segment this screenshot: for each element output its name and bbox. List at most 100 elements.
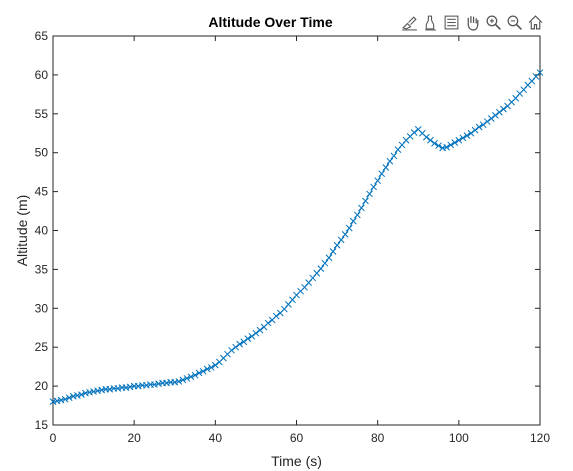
axes-box bbox=[52, 35, 541, 426]
data-point-marker bbox=[390, 152, 398, 160]
data-point-marker bbox=[252, 329, 260, 337]
data-point-marker bbox=[439, 144, 446, 152]
data-point-marker bbox=[69, 392, 77, 400]
data-point-marker bbox=[236, 340, 244, 348]
y-tick-label: 45 bbox=[35, 185, 49, 199]
data-point-marker bbox=[195, 369, 203, 377]
data-point-marker bbox=[49, 398, 57, 406]
data-point-marker bbox=[179, 376, 187, 384]
data-point-marker bbox=[475, 123, 483, 131]
data-point-marker bbox=[155, 380, 162, 388]
data-point-marker bbox=[536, 69, 544, 76]
data-point-marker bbox=[500, 105, 507, 113]
x-tick-label: 60 bbox=[290, 431, 304, 445]
data-point-marker bbox=[65, 394, 73, 402]
data-point-marker bbox=[240, 338, 248, 346]
data-point-marker bbox=[78, 391, 85, 399]
data-point-marker bbox=[207, 364, 215, 371]
data-point-marker bbox=[163, 379, 170, 387]
data-point-marker bbox=[463, 132, 471, 139]
x-axis-ticks: 0 20 40 60 80 100 120 bbox=[50, 36, 550, 445]
pan-hand-icon[interactable] bbox=[463, 12, 482, 32]
y-axis-ticks: 15 20 25 30 35 40 45 50 55 60 65 bbox=[35, 29, 540, 432]
series-layer bbox=[49, 69, 544, 406]
data-point-marker bbox=[362, 197, 369, 205]
x-tick-label: 100 bbox=[449, 431, 469, 445]
data-point-marker bbox=[151, 381, 158, 388]
data-point-marker bbox=[94, 387, 101, 395]
data-point-marker bbox=[134, 382, 142, 390]
data-point-marker bbox=[272, 312, 280, 320]
data-point-marker bbox=[329, 248, 337, 255]
data-point-marker bbox=[244, 335, 252, 342]
data-point-marker bbox=[228, 346, 235, 354]
data-point-marker bbox=[126, 383, 134, 391]
data-point-marker bbox=[496, 108, 503, 116]
data-point-marker bbox=[175, 378, 183, 385]
data-point-marker bbox=[354, 211, 361, 219]
x-axis-label: Time (s) bbox=[271, 453, 322, 469]
data-point-marker bbox=[492, 112, 499, 119]
data-point-marker bbox=[203, 365, 211, 373]
y-tick-label: 60 bbox=[35, 68, 49, 82]
data-point-marker bbox=[447, 141, 455, 149]
data-point-marker bbox=[106, 385, 114, 393]
legend-icon[interactable] bbox=[442, 12, 461, 32]
data-point-marker bbox=[341, 231, 349, 238]
data-point-marker bbox=[431, 140, 438, 147]
data-point-marker bbox=[345, 224, 353, 232]
data-point-marker bbox=[349, 217, 357, 225]
y-tick-label: 65 bbox=[35, 29, 49, 43]
zoom-in-icon[interactable] bbox=[484, 12, 503, 32]
data-point-marker bbox=[211, 361, 219, 369]
x-tick-label: 40 bbox=[209, 431, 223, 445]
y-tick-label: 55 bbox=[35, 107, 49, 121]
data-tips-icon[interactable] bbox=[421, 12, 440, 32]
data-point-marker bbox=[82, 389, 89, 397]
data-point-marker bbox=[467, 129, 475, 137]
data-point-marker bbox=[443, 143, 451, 151]
data-point-marker bbox=[378, 170, 386, 178]
data-point-marker bbox=[483, 118, 491, 125]
data-point-marker bbox=[479, 121, 487, 129]
data-point-marker bbox=[487, 115, 495, 122]
data-point-marker bbox=[455, 136, 463, 144]
data-point-marker bbox=[370, 183, 377, 191]
axes-toolbar bbox=[400, 12, 545, 32]
data-point-marker bbox=[386, 157, 394, 165]
data-point-marker bbox=[256, 326, 264, 334]
y-tick-label: 40 bbox=[35, 224, 49, 238]
data-point-marker bbox=[471, 126, 479, 134]
data-point-marker bbox=[358, 204, 365, 212]
data-point-marker bbox=[374, 177, 382, 185]
zoom-out-icon[interactable] bbox=[505, 12, 524, 32]
x-tick-label: 20 bbox=[127, 431, 141, 445]
data-point-marker bbox=[423, 133, 430, 141]
data-point-marker bbox=[459, 134, 467, 142]
data-point-marker bbox=[191, 371, 199, 379]
data-point-marker bbox=[90, 388, 97, 395]
data-point-marker bbox=[142, 381, 150, 389]
data-point-marker bbox=[114, 385, 122, 392]
data-point-marker bbox=[325, 254, 333, 262]
data-point-marker bbox=[248, 332, 256, 340]
data-point-marker bbox=[427, 136, 434, 144]
y-axis-label: Altitude (m) bbox=[14, 195, 30, 267]
y-tick-label: 50 bbox=[35, 146, 49, 160]
data-point-marker bbox=[382, 164, 390, 171]
data-point-marker bbox=[199, 367, 207, 375]
data-point-marker bbox=[187, 373, 195, 381]
y-tick-label: 25 bbox=[35, 340, 49, 354]
home-icon[interactable] bbox=[526, 12, 545, 32]
data-point-marker bbox=[171, 378, 179, 386]
y-tick-label: 15 bbox=[35, 418, 49, 432]
data-point-marker bbox=[57, 396, 65, 404]
data-point-marker bbox=[61, 395, 69, 403]
data-point-marker bbox=[333, 241, 341, 249]
brush-edit-icon[interactable] bbox=[400, 12, 419, 32]
data-point-marker bbox=[183, 374, 191, 382]
y-tick-label: 35 bbox=[35, 262, 49, 276]
data-point-marker bbox=[122, 384, 130, 392]
